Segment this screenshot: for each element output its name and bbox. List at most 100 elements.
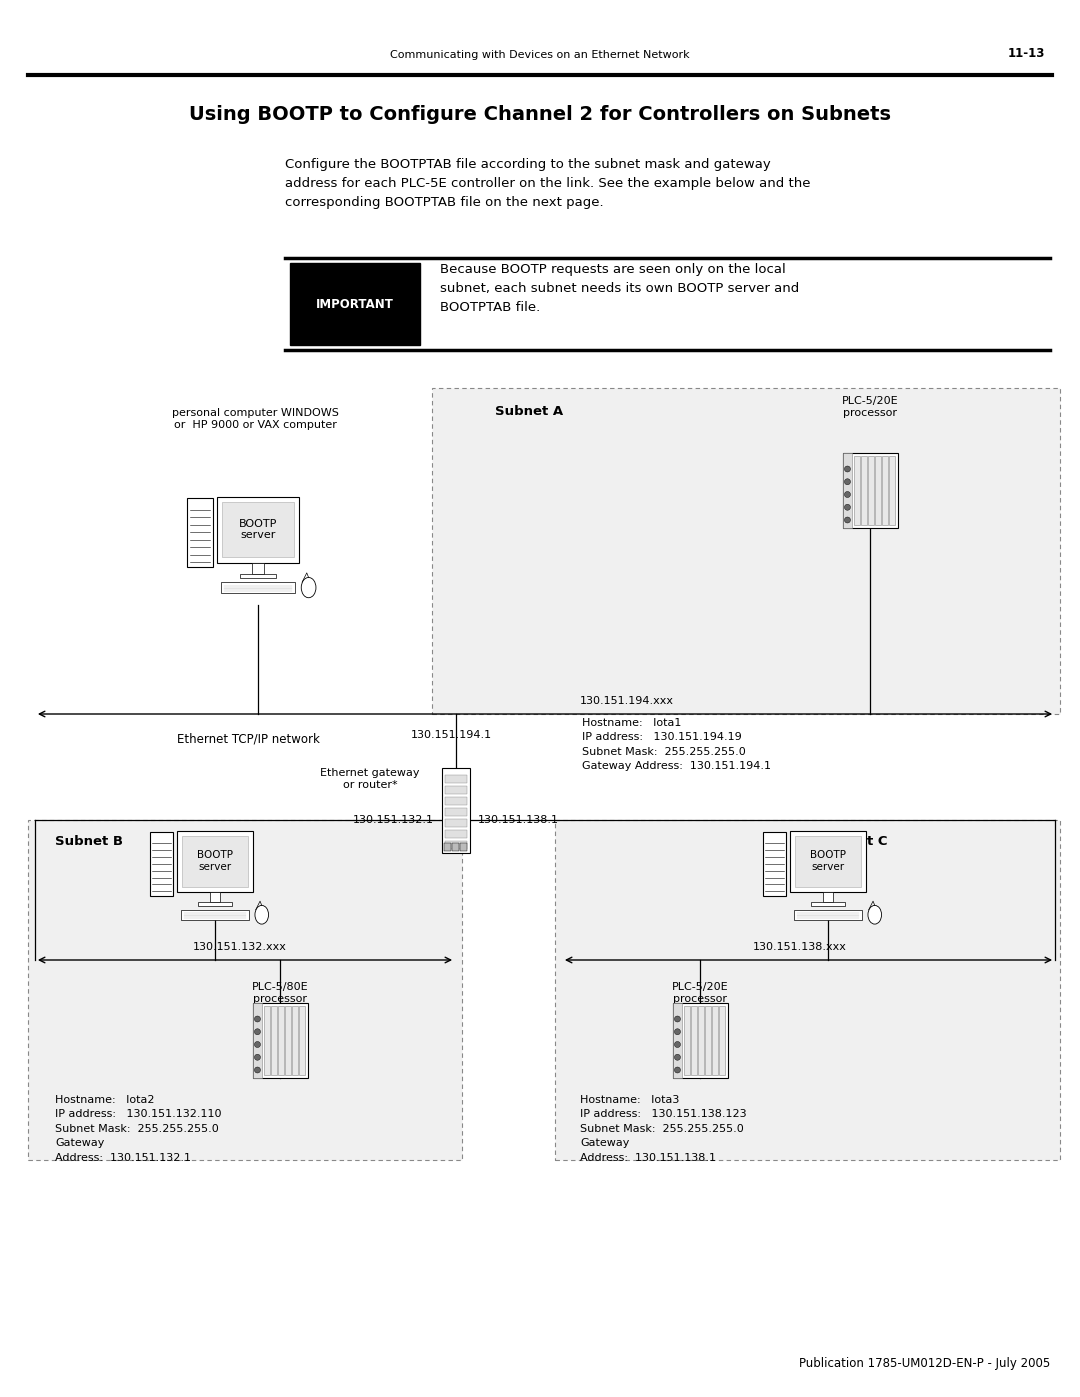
Circle shape: [255, 1042, 260, 1048]
Bar: [868, 455, 874, 524]
Circle shape: [255, 1067, 260, 1073]
Bar: [445, 785, 467, 793]
Ellipse shape: [301, 577, 316, 598]
Bar: [445, 830, 467, 837]
Bar: [854, 455, 861, 524]
Bar: [718, 1006, 725, 1074]
Bar: [177, 831, 253, 891]
Circle shape: [845, 517, 850, 522]
Bar: [292, 1006, 298, 1074]
Bar: [149, 831, 174, 895]
Bar: [842, 453, 852, 528]
Bar: [28, 820, 462, 1160]
Bar: [762, 831, 786, 895]
Circle shape: [845, 492, 850, 497]
Bar: [442, 767, 470, 852]
Bar: [210, 891, 220, 902]
Text: Using BOOTP to Configure Channel 2 for Controllers on Subnets: Using BOOTP to Configure Channel 2 for C…: [189, 105, 891, 124]
Text: 130.151.138.1: 130.151.138.1: [478, 814, 559, 826]
Bar: [299, 1006, 305, 1074]
Ellipse shape: [868, 905, 881, 923]
Bar: [445, 796, 467, 805]
Bar: [685, 1006, 690, 1074]
Bar: [712, 1006, 717, 1074]
Bar: [217, 496, 299, 563]
Text: Ethernet gateway
or router*: Ethernet gateway or router*: [321, 768, 420, 789]
Text: personal computer WINDOWS
or  HP 9000 or VAX computer: personal computer WINDOWS or HP 9000 or …: [172, 408, 338, 430]
Bar: [221, 583, 295, 594]
Bar: [698, 1006, 704, 1074]
Bar: [271, 1006, 278, 1074]
Text: Subnet C: Subnet C: [820, 835, 888, 848]
Text: BOOTP
server: BOOTP server: [810, 851, 846, 872]
Bar: [889, 455, 894, 524]
Text: 130.151.132.1: 130.151.132.1: [353, 814, 434, 826]
Bar: [794, 909, 862, 919]
Bar: [181, 835, 248, 887]
Bar: [691, 1006, 697, 1074]
Bar: [278, 1006, 284, 1074]
Bar: [240, 574, 276, 578]
Circle shape: [674, 1067, 680, 1073]
Circle shape: [674, 1016, 680, 1023]
Bar: [842, 453, 897, 528]
Bar: [875, 455, 881, 524]
Text: Hostname:   Iota1
IP address:   130.151.194.19
Subnet Mask:  255.255.255.0
Gatew: Hostname: Iota1 IP address: 130.151.194.…: [582, 718, 771, 771]
Circle shape: [845, 479, 850, 485]
Text: Configure the BOOTPTAB file according to the subnet mask and gateway
address for: Configure the BOOTPTAB file according to…: [285, 158, 810, 210]
Text: IMPORTANT: IMPORTANT: [316, 298, 394, 310]
Text: PLC-5/20E
processor: PLC-5/20E processor: [841, 395, 899, 418]
Bar: [811, 902, 845, 907]
Circle shape: [674, 1028, 680, 1035]
Circle shape: [845, 467, 850, 472]
Bar: [187, 497, 213, 567]
Text: 130.151.132.xxx: 130.151.132.xxx: [193, 942, 287, 951]
Bar: [453, 842, 459, 851]
Bar: [445, 841, 467, 848]
Bar: [253, 1003, 262, 1077]
Text: Hostname:   Iota3
IP address:   130.151.138.123
Subnet Mask:  255.255.255.0
Gate: Hostname: Iota3 IP address: 130.151.138.…: [580, 1095, 746, 1162]
Bar: [460, 842, 467, 851]
Bar: [673, 1003, 728, 1077]
Bar: [253, 563, 264, 574]
Text: Communicating with Devices on an Ethernet Network: Communicating with Devices on an Etherne…: [390, 50, 690, 60]
Ellipse shape: [255, 905, 269, 923]
Bar: [253, 1003, 308, 1077]
Circle shape: [674, 1055, 680, 1060]
Bar: [181, 909, 249, 919]
Text: 130.151.194.1: 130.151.194.1: [410, 731, 491, 740]
Bar: [265, 1006, 270, 1074]
Bar: [445, 807, 467, 816]
Circle shape: [255, 1016, 260, 1023]
Text: 130.151.194.xxx: 130.151.194.xxx: [580, 696, 674, 705]
Circle shape: [255, 1028, 260, 1035]
Text: PLC-5/80E
processor: PLC-5/80E processor: [252, 982, 308, 1003]
Circle shape: [255, 1055, 260, 1060]
Text: Ethernet TCP/IP network: Ethernet TCP/IP network: [176, 732, 320, 745]
Text: Subnet A: Subnet A: [495, 405, 563, 418]
Bar: [673, 1003, 683, 1077]
Bar: [861, 455, 867, 524]
Bar: [823, 891, 833, 902]
Bar: [789, 831, 866, 891]
Bar: [432, 388, 1059, 714]
Bar: [291, 263, 420, 345]
Text: 11-13: 11-13: [1008, 47, 1045, 60]
Bar: [222, 502, 294, 557]
Text: Hostname:   Iota2
IP address:   130.151.132.110
Subnet Mask:  255.255.255.0
Gate: Hostname: Iota2 IP address: 130.151.132.…: [55, 1095, 221, 1162]
Bar: [705, 1006, 711, 1074]
Text: Subnet B: Subnet B: [55, 835, 123, 848]
Bar: [444, 842, 450, 851]
Text: BOOTP
server: BOOTP server: [197, 851, 233, 872]
Bar: [555, 820, 1059, 1160]
Text: Publication 1785-UM012D-EN-P - July 2005: Publication 1785-UM012D-EN-P - July 2005: [799, 1356, 1050, 1370]
Circle shape: [674, 1042, 680, 1048]
Text: Because BOOTP requests are seen only on the local
subnet, each subnet needs its : Because BOOTP requests are seen only on …: [440, 263, 799, 314]
Text: 130.151.138.xxx: 130.151.138.xxx: [753, 942, 847, 951]
Bar: [445, 819, 467, 827]
Bar: [445, 774, 467, 782]
Text: PLC-5/20E
processor: PLC-5/20E processor: [672, 982, 728, 1003]
Circle shape: [845, 504, 850, 510]
Bar: [285, 1006, 291, 1074]
Text: BOOTP
server: BOOTP server: [239, 518, 278, 541]
